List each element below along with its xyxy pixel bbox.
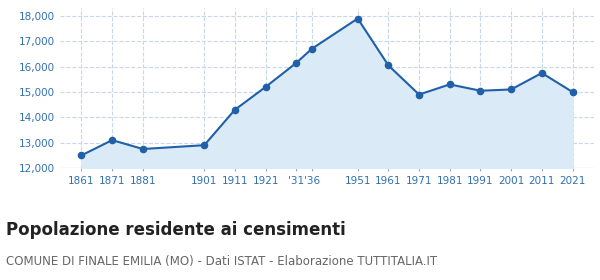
- Point: [414, 92, 424, 97]
- Point: [138, 147, 148, 151]
- Point: [506, 87, 516, 92]
- Point: [261, 85, 271, 89]
- Point: [307, 47, 316, 51]
- Point: [107, 138, 117, 142]
- Text: COMUNE DI FINALE EMILIA (MO) - Dati ISTAT - Elaborazione TUTTITALIA.IT: COMUNE DI FINALE EMILIA (MO) - Dati ISTA…: [6, 255, 437, 268]
- Point: [199, 143, 209, 148]
- Point: [476, 88, 485, 93]
- Point: [353, 16, 362, 21]
- Point: [230, 108, 240, 112]
- Text: Popolazione residente ai censimenti: Popolazione residente ai censimenti: [6, 221, 346, 239]
- Point: [383, 63, 393, 68]
- Point: [292, 61, 301, 65]
- Point: [445, 82, 455, 87]
- Point: [77, 153, 86, 158]
- Point: [537, 71, 547, 75]
- Point: [568, 90, 577, 94]
